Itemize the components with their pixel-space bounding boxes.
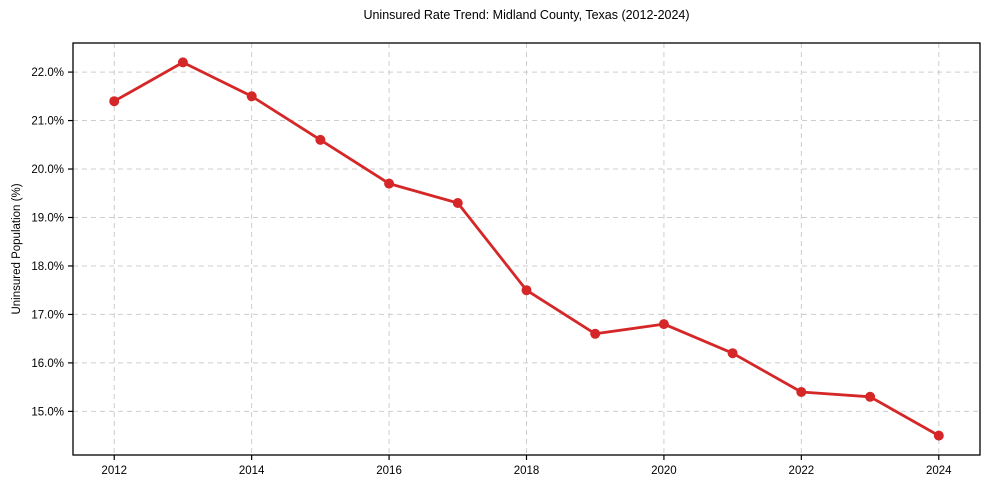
x-tick-label: 2022 [789,465,815,477]
y-tick-label: 21.0% [31,116,64,128]
data-point-2019 [590,328,601,339]
x-tick-label: 2020 [651,465,677,477]
y-tick-label: 17.0% [31,309,64,321]
data-point-2016 [384,178,395,189]
y-tick-label: 15.0% [31,406,64,418]
x-tick-label: 2024 [926,465,952,477]
y-tick-label: 18.0% [31,261,64,273]
data-point-2020 [658,319,669,330]
y-tick-label: 19.0% [31,213,64,225]
x-tick-label: 2012 [101,465,127,477]
y-tick-label: 22.0% [31,67,64,79]
x-tick-label: 2018 [514,465,540,477]
data-point-2012 [109,96,120,107]
data-point-2024 [933,430,944,441]
y-tick-label: 16.0% [31,358,64,370]
y-tick-label: 20.0% [31,164,64,176]
data-point-2022 [796,387,807,397]
data-point-2017 [452,198,463,208]
x-tick-label: 2014 [239,465,265,477]
data-point-2021 [727,348,738,359]
x-tick-label: 2016 [376,465,402,477]
data-point-2013 [177,57,188,68]
chart-title: Uninsured Rate Trend: Midland County, Te… [363,8,690,22]
data-point-2014 [246,91,257,102]
data-point-2018 [521,285,532,296]
plot-border [72,42,981,456]
data-point-2015 [315,134,326,145]
data-point-2023 [865,391,876,402]
